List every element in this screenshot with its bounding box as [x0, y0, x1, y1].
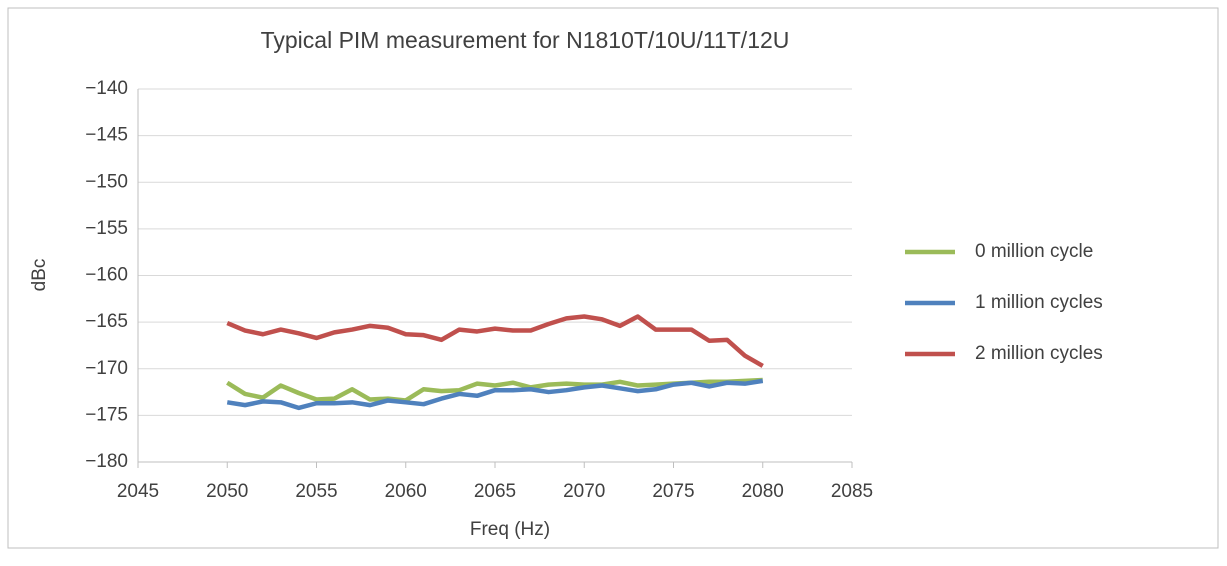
y-tick-label: −150: [85, 171, 128, 192]
x-tick-label: 2050: [206, 481, 248, 502]
y-tick-label: −160: [85, 265, 128, 286]
series-line: [226, 378, 764, 411]
y-tick-label: −145: [85, 125, 128, 146]
x-tick-label: 2075: [652, 481, 694, 502]
chart-title: Typical PIM measurement for N1810T/10U/1…: [261, 27, 790, 53]
x-tick-label: 2085: [831, 481, 873, 502]
x-tick-label: 2060: [385, 481, 427, 502]
y-axis-title: dBc: [29, 259, 50, 292]
legend-label: 1 million cycles: [975, 292, 1103, 313]
y-tick-label: −165: [85, 311, 128, 332]
x-tick-label: 2045: [117, 481, 159, 502]
y-tick-label: −175: [85, 404, 128, 425]
y-tick-label: −180: [85, 451, 128, 472]
legend-label: 0 million cycle: [975, 241, 1093, 262]
x-tick-label: 2055: [295, 481, 337, 502]
chart-border: [7, 7, 1219, 549]
x-tick-label: 2070: [563, 481, 605, 502]
x-tick-label: 2065: [474, 481, 516, 502]
series-line: [226, 314, 764, 368]
y-tick-label: −140: [85, 78, 128, 99]
x-axis-title: Freq (Hz): [470, 519, 550, 540]
legend-label: 2 million cycles: [975, 343, 1103, 364]
x-tick-label: 2080: [742, 481, 784, 502]
y-tick-label: −155: [85, 218, 128, 239]
y-tick-label: −170: [85, 358, 128, 379]
